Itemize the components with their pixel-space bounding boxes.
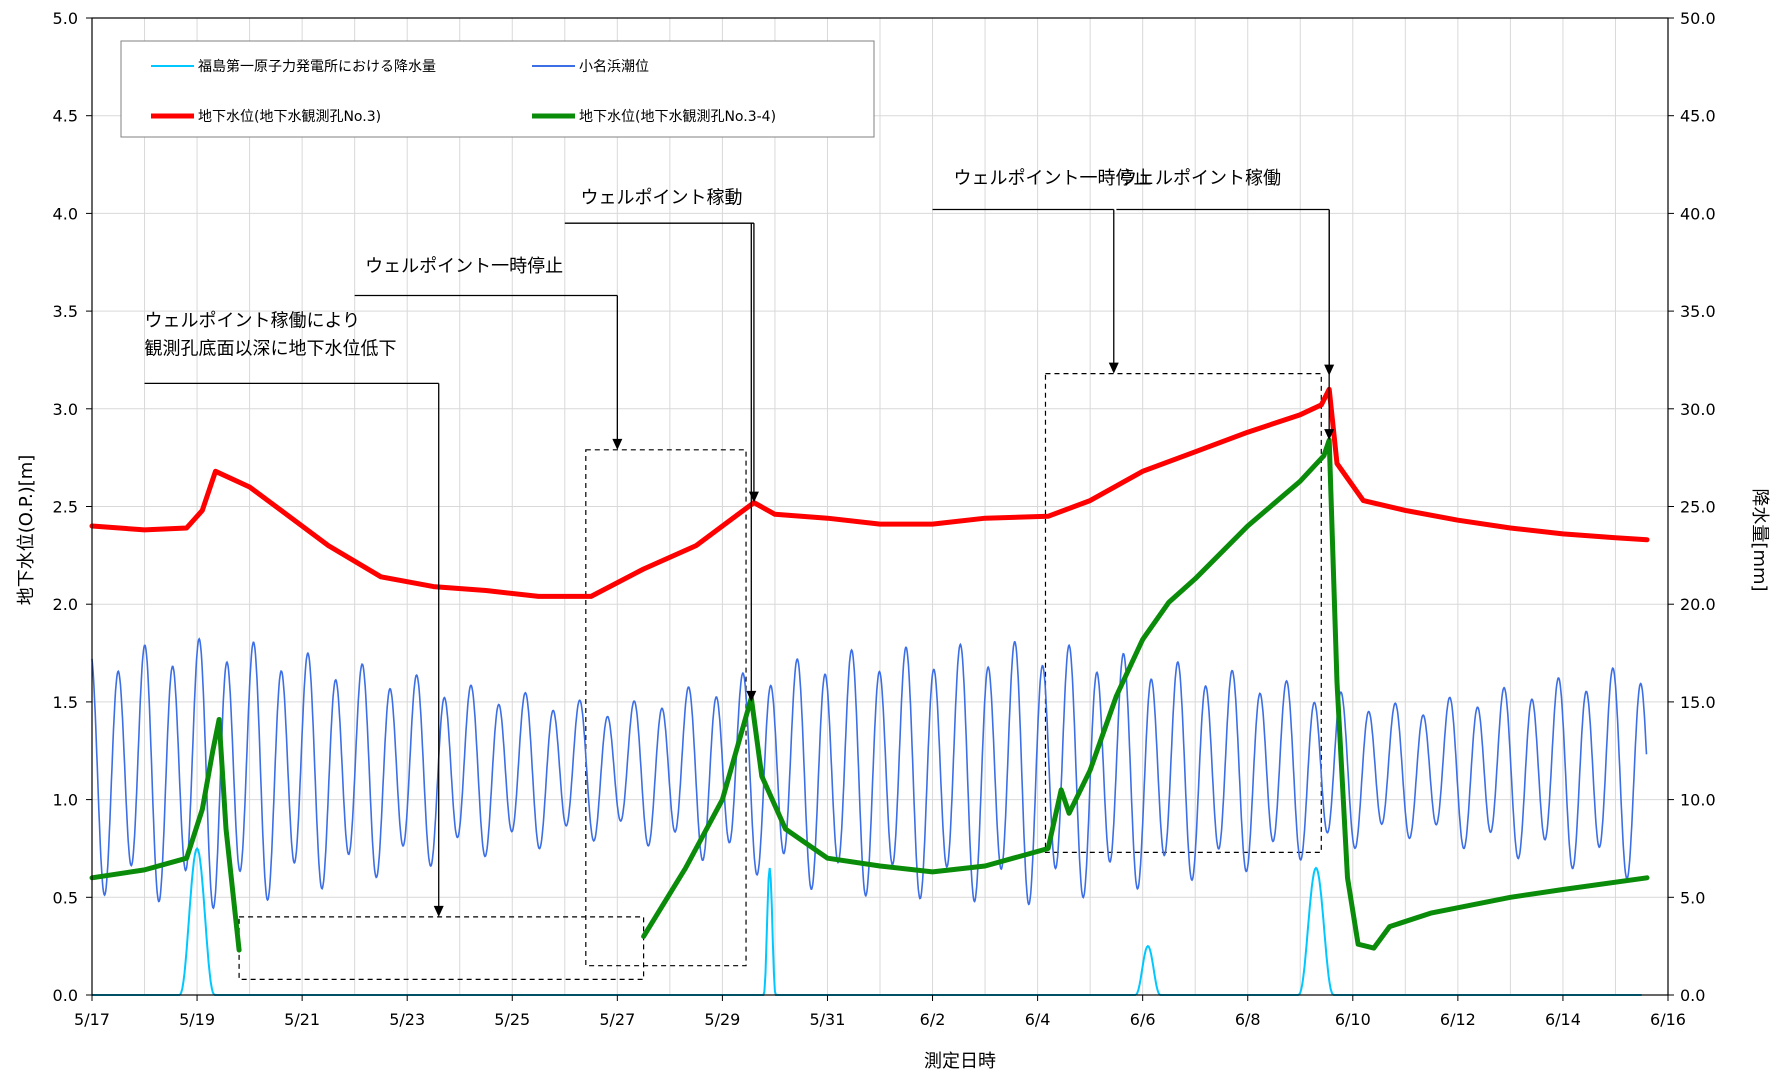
y-left-tick-label: 5.0 [53, 9, 78, 28]
x-tick-label: 5/25 [494, 1010, 530, 1029]
y-axis-right-title: 降水量[mm] [1749, 488, 1770, 591]
legend: 福島第一原子力発電所における降水量 小名浜潮位 地下水位(地下水観測孔No.3)… [120, 40, 875, 138]
annotation-text-3: ウェルポイント一時停止 [954, 168, 1152, 189]
x-tick-label: 6/16 [1650, 1010, 1686, 1029]
annotation-text-1: ウェルポイント一時停止 [365, 256, 563, 277]
grid [92, 18, 1668, 995]
y-right-tick-label: 35.0 [1680, 302, 1716, 321]
y-right-tick-label: 25.0 [1680, 498, 1716, 517]
dashed-box-2 [1044, 373, 1322, 853]
x-tick-label: 6/14 [1545, 1010, 1581, 1029]
y-right-tick-label: 50.0 [1680, 9, 1716, 28]
y-left-tick-label: 1.0 [53, 791, 78, 810]
annotation-arrow2-4-head [1324, 429, 1335, 441]
annotations: ウェルポイント稼働により観測孔底面以深に地下水位低下ウェルポイント一時停止ウェル… [144, 168, 1335, 917]
y-right-tick-label: 30.0 [1680, 400, 1716, 419]
y-right-tick-label: 10.0 [1680, 791, 1716, 810]
y-left-tick-label: 4.0 [53, 204, 78, 223]
annotation-text-0: ウェルポイント稼働により [145, 311, 361, 332]
series-well34-line-segment-1 [641, 437, 1650, 951]
series-well34-line-segment-0 [89, 717, 242, 953]
y-left-tick-label: 0.0 [53, 986, 78, 1005]
y-right-tick-label: 45.0 [1680, 107, 1716, 126]
dashed-box-0 [238, 916, 645, 980]
tick-labels: 5/17 5/19 5/21 5/23 5/25 5/27 5/29 5/31 6/2 6/4 6/… [53, 9, 1716, 1029]
series-layer [89, 386, 1650, 996]
y-left-tick-label: 0.5 [53, 888, 78, 907]
x-tick-label: 5/29 [704, 1010, 740, 1029]
series-tide-line [91, 637, 1648, 910]
x-tick-label: 5/17 [74, 1010, 110, 1029]
x-tick-label: 6/10 [1335, 1010, 1371, 1029]
x-axis-title: 測定日時 [924, 1051, 996, 1072]
x-tick-label: 5/21 [284, 1010, 320, 1029]
x-tick-label: 6/4 [1025, 1010, 1051, 1029]
annotation-arrow-0-head [433, 905, 444, 917]
x-tick-label: 6/12 [1440, 1010, 1476, 1029]
annotation-text-4: ウェルポイント稼働 [1119, 168, 1281, 189]
legend-label-tide: 小名浜潮位 [579, 59, 649, 75]
y-right-tick-label: 15.0 [1680, 693, 1716, 712]
y-left-tick-label: 4.5 [53, 107, 78, 126]
y-left-tick-label: 2.0 [53, 595, 78, 614]
annotation-arrow-2-head [748, 491, 759, 503]
y-axis-left-title: 地下水位(O.P.)[m] [16, 455, 37, 606]
axes [86, 17, 1674, 1001]
y-left-tick-label: 1.5 [53, 693, 78, 712]
x-tick-label: 6/6 [1130, 1010, 1156, 1029]
legend-label-well3: 地下水位(地下水観測孔No.3) [198, 108, 381, 125]
annotation-text-0: 観測孔底面以深に地下水位低下 [145, 339, 397, 360]
legend-label-rain: 福島第一原子力発電所における降水量 [198, 58, 436, 75]
series-well3-line [89, 386, 1650, 599]
x-tick-label: 6/2 [920, 1010, 946, 1029]
x-tick-label: 5/31 [809, 1010, 845, 1029]
y-right-tick-label: 0.0 [1680, 986, 1705, 1005]
annotation-arrow-3-head [1108, 362, 1119, 374]
y-right-tick-label: 20.0 [1680, 595, 1716, 614]
legend-label-well34: 地下水位(地下水観測孔No.3-4) [579, 108, 776, 125]
annotation-arrow2-2-head [746, 690, 757, 702]
annotation-arrow-1-head [612, 438, 623, 450]
legend-box [120, 40, 875, 138]
x-tick-label: 5/23 [389, 1010, 425, 1029]
annotation-text-2: ウェルポイント稼動 [581, 188, 743, 209]
y-right-tick-label: 5.0 [1680, 888, 1705, 907]
x-tick-label: 5/19 [179, 1010, 215, 1029]
x-tick-label: 5/27 [599, 1010, 635, 1029]
y-left-tick-label: 2.5 [53, 498, 78, 517]
y-left-tick-label: 3.5 [53, 302, 78, 321]
y-left-tick-label: 3.0 [53, 400, 78, 419]
x-tick-label: 6/8 [1235, 1010, 1261, 1029]
y-right-tick-label: 40.0 [1680, 204, 1716, 223]
